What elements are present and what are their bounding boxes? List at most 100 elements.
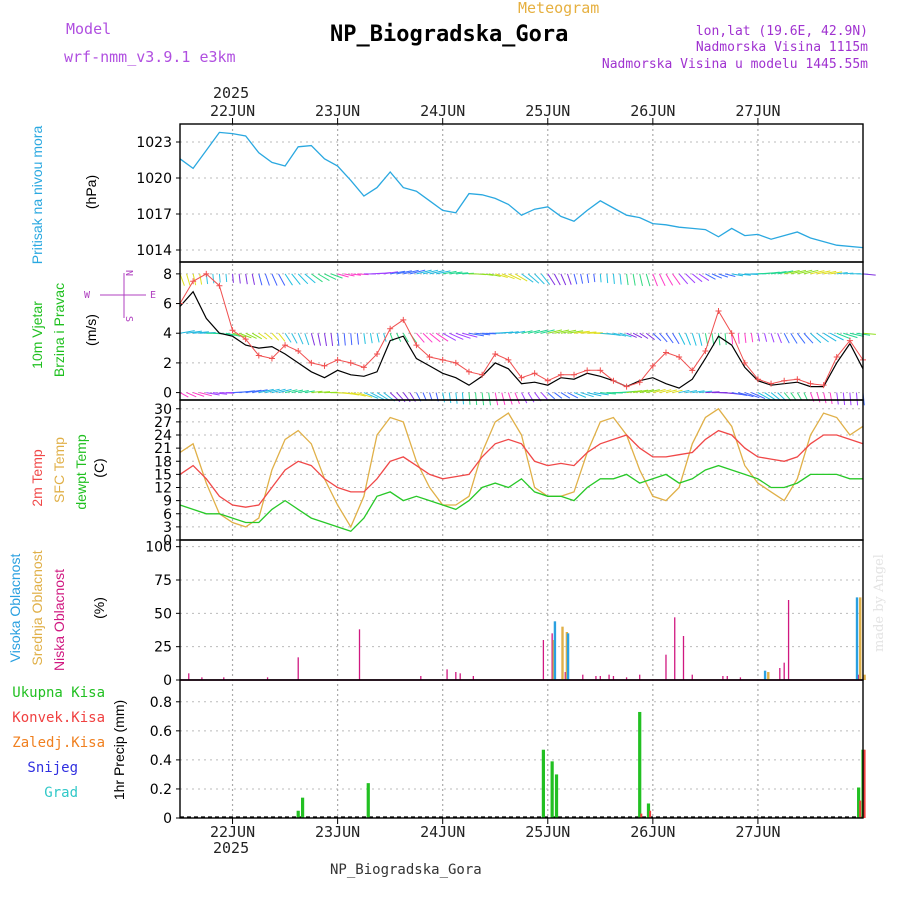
wind-barb: [626, 332, 637, 338]
y-tick-label: 4: [163, 326, 172, 342]
legend-snijeg: Snijeg: [27, 760, 78, 776]
day-label-bottom: 24JUN: [420, 823, 465, 841]
wind-barb: [606, 332, 621, 336]
wind-barb: [685, 273, 696, 284]
precip-conv-bar: [863, 749, 866, 818]
wind-barb: [495, 273, 508, 278]
wind-barb: [271, 388, 286, 394]
wind-barb: [534, 273, 545, 285]
wind-barb: [573, 330, 590, 334]
y-tick-label: 0.6: [150, 724, 172, 740]
wind-barb: [816, 332, 829, 343]
wind-gust-marker: [334, 356, 341, 363]
y-tick-label: 0: [163, 673, 172, 689]
wind-barb: [606, 273, 609, 284]
wind-barb: [797, 269, 813, 275]
wind-barb: [521, 392, 528, 404]
wind-barb: [317, 391, 331, 394]
wind-barb: [501, 331, 514, 334]
wind-barb: [179, 392, 189, 398]
y-tick-label: 75: [154, 573, 172, 589]
wind-barb: [344, 273, 355, 277]
precip-total-bar: [554, 774, 559, 818]
wind-gust-marker: [544, 377, 551, 384]
wind-barb: [823, 332, 837, 342]
y-tick-label: 0.8: [150, 695, 172, 711]
day-label-bottom: 25JUN: [525, 823, 570, 841]
elevation: Nadmorska Visina 1115m: [695, 40, 868, 55]
wind-barb: [186, 392, 197, 398]
y-tick-label: 18: [154, 454, 172, 470]
wind-barb: [323, 333, 327, 346]
day-label-bottom: 23JUN: [315, 823, 360, 841]
wind-barb: [461, 392, 464, 405]
wind-barb: [738, 273, 751, 276]
wind-barb: [422, 332, 433, 343]
wind-barb: [284, 389, 298, 394]
wind-barb: [455, 332, 471, 339]
y-tick-label: 6: [163, 507, 172, 523]
wind-barb: [790, 392, 797, 401]
wind-barb: [251, 332, 263, 340]
wind-gust-marker: [439, 356, 446, 363]
y-tick-label: 0: [163, 533, 172, 549]
wind-barb: [587, 392, 602, 397]
coordinates: lon,lat (19.6E, 42.9N): [695, 24, 868, 39]
wind-gust-marker: [768, 380, 775, 387]
wind-barb: [508, 331, 519, 334]
wind-barb: [376, 392, 390, 401]
wind-barb: [698, 390, 713, 394]
wind-barb: [350, 392, 366, 397]
day-label-top: 24JUN: [420, 102, 465, 120]
wind-barb: [449, 332, 464, 340]
wind-barb: [547, 392, 556, 400]
wind-gust-marker: [465, 368, 472, 375]
day-labels: 22JUN 22JUN 23JUN 23JUN 24JUN 24JUN 25JUN 25JUN…: [210, 102, 781, 841]
wind-barb: [186, 330, 202, 334]
cloud-label-mid: Srednja Oblacnost: [29, 550, 45, 665]
wind-barb: [803, 332, 814, 344]
temp-unit: (C): [91, 458, 107, 477]
wind-barb: [297, 273, 309, 285]
wind-gust-marker: [492, 351, 499, 357]
wind-gust-marker: [676, 353, 683, 360]
wind-gust-marker: [781, 377, 788, 384]
wind-barb: [475, 332, 491, 336]
temp-label-sfc: SFC Temp: [51, 437, 67, 503]
grid-lines: [180, 118, 863, 824]
legend-konvek-kisa: Konvek.Kisa: [12, 710, 105, 726]
wind-barb: [390, 270, 406, 275]
wind-barb: [468, 332, 484, 337]
wind-gust-marker: [584, 367, 591, 374]
wind-barb: [659, 332, 668, 343]
legend-grad: Grad: [44, 785, 78, 801]
wind-barb: [514, 392, 520, 404]
wind-barb: [829, 392, 833, 404]
wind-barb: [777, 333, 782, 344]
wind-barb: [619, 332, 632, 338]
wind-barb: [258, 273, 263, 286]
wind-barb: [179, 273, 185, 286]
panel-frame-cloud: [179, 539, 864, 681]
wind-barb: [672, 273, 681, 285]
y-tick-label: 25: [154, 640, 172, 656]
wind-barb: [199, 392, 213, 397]
wind-unit: (m/s): [83, 314, 99, 346]
wind-barb: [482, 273, 494, 276]
wind-compass: N W E S: [84, 270, 156, 322]
precip-total-bar: [366, 783, 370, 818]
precip-total-bar: [646, 803, 651, 818]
wind-barb: [527, 273, 540, 284]
y-tick-label: 1023: [136, 135, 172, 151]
year-bottom: 2025: [213, 839, 250, 857]
wind-barb: [830, 271, 843, 275]
wind-barb: [770, 333, 775, 343]
wind-barb: [541, 329, 555, 334]
model-name: wrf-nmm_v3.9.1 e3km: [64, 48, 236, 66]
wind-barb: [245, 332, 257, 339]
wind-barb: [679, 389, 690, 394]
year-top: 2025: [213, 84, 250, 102]
precip-total-bar: [550, 761, 554, 818]
wind-gust-marker: [255, 352, 262, 359]
wind-barb: [330, 273, 343, 279]
